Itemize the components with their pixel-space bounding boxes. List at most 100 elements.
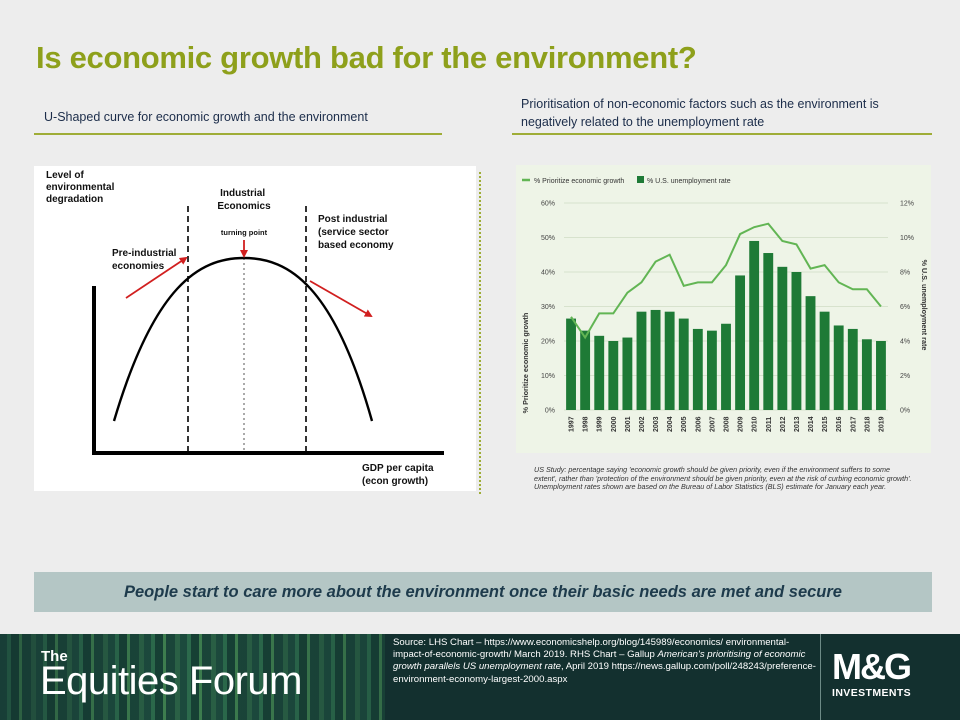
turning-point-label: turning point [221,228,268,237]
logo-mark: M&G [832,646,912,687]
x-axis-label: GDP per capita (econ growth) [362,463,436,487]
unemployment-bar [791,272,802,410]
unemployment-bar [876,341,886,410]
y-axis-title: % Prioritize economic growth [521,313,530,414]
logo-subtitle: INVESTMENTS [832,687,912,699]
unemployment-bar [678,318,689,410]
unemployment-bar [721,323,731,410]
mg-logo: M&G INVESTMENTS [832,646,947,700]
unemployment-bar [622,337,633,410]
environmental-curve [112,256,374,422]
y-tick-label: 20% [541,339,555,346]
x-tick-label: 2017 [850,416,857,432]
x-tick-label: 2008 [724,416,731,432]
y2-tick-label: 12% [900,201,914,208]
unemployment-bar [608,341,619,410]
x-tick-label: 2004 [667,416,674,432]
source-article-title: American's prioritising of economic grow… [393,649,806,673]
pre-industrial-label: Pre-industrial economies [112,248,179,272]
x-tick-label: 2001 [625,416,632,432]
y-tick-label: 30% [541,304,555,311]
footer-divider [820,634,821,720]
x-tick-label: 2018 [864,416,871,432]
right-subtitle: Prioritisation of non-economic factors s… [521,97,879,129]
y2-tick-label: 8% [900,270,910,277]
prioritize-growth-line [570,222,882,340]
unemployment-bar [706,330,717,410]
x-tick-label: 2014 [808,416,815,432]
y2-tick-label: 6% [900,304,910,311]
unemployment-bar [735,275,746,410]
panel-divider [479,172,481,494]
source-text-1: Source: LHS Chart – https://www.economic… [393,637,790,661]
u-curve-panel: Level of environmental degradation Indus… [34,166,476,491]
unemployment-bar [833,325,844,410]
x-tick-label: 2015 [822,416,829,432]
y2-tick-label: 4% [900,339,910,346]
y2-tick-label: 2% [900,373,910,380]
unemployment-bar [692,328,703,410]
x-tick-label: 2013 [794,416,801,432]
unemployment-bar [777,266,788,410]
x-tick-label: 2012 [780,416,787,432]
brand-name: Equities Forum [40,659,302,703]
y2-tick-label: 0% [900,408,910,415]
unemployment-bar [580,330,591,410]
y-axis-label: Level of environmental degradation [46,170,117,205]
unemployment-bar [847,328,858,410]
unemployment-bar [566,318,576,410]
unemployment-bar [805,296,816,410]
brand-the: The [41,648,68,665]
page-title: Is economic growth bad for the environme… [36,40,697,75]
unemployment-bar [664,311,675,410]
industrial-label: Industrial Economics [217,188,271,212]
source-citation: Source: LHS Chart – https://www.economic… [393,637,818,686]
x-tick-label: 1998 [583,416,590,432]
source-text-2: , April 2019 https://news.gallup.com/pol… [393,661,816,685]
footer-stripes [0,634,385,720]
post-industrial-label: Post industrial (service sector based ec… [318,214,394,251]
x-tick-label: 2019 [878,416,885,432]
gallup-chart-panel: % Prioritize economic growth % U.S. unem… [516,165,931,453]
x-tick-label: 2000 [611,416,618,432]
x-tick-label: 2011 [766,417,773,432]
y-tick-label: 60% [541,201,555,208]
footer-bar [0,634,960,720]
unemployment-bar [763,253,774,410]
conclusion-banner: People start to care more about the envi… [34,572,932,612]
legend-label-bar: % U.S. unemployment rate [647,178,731,185]
unemployment-bar [650,309,661,410]
x-tick-label: 1997 [569,416,576,432]
legend-label-line: % Prioritize economic growth [534,178,624,185]
legend-swatch-bar [637,176,644,183]
chart-footnote: US Study: percentage saying 'economic gr… [534,465,912,492]
unemployment-bar [636,311,647,410]
y-tick-label: 50% [541,235,555,242]
x-tick-label: 2005 [681,416,688,432]
x-tick-label: 2007 [709,416,716,432]
unemployment-bar [594,335,605,410]
y2-tick-label: 10% [900,235,914,242]
gallup-chart: % Prioritize economic growth % U.S. unem… [521,176,929,432]
x-tick-label: 2003 [653,416,660,432]
left-subtitle: U-Shaped curve for economic growth and t… [44,110,368,124]
unemployment-bar [819,311,830,410]
left-subtitle-rule [34,133,442,135]
right-subtitle-rule [512,133,932,135]
u-curve-diagram: Level of environmental degradation Indus… [46,170,444,487]
y-tick-label: 0% [545,408,555,415]
x-tick-label: 2009 [738,416,745,432]
x-tick-label: 2002 [639,416,646,432]
x-tick-label: 2016 [836,416,843,432]
x-tick-label: 2006 [695,416,702,432]
unemployment-bar [749,240,760,410]
pre-industrial-arrow [125,256,188,299]
x-tick-label: 2010 [752,416,759,432]
y2-axis-title: % U.S. unemployment rate [920,260,929,351]
y-tick-label: 10% [541,373,555,380]
unemployment-bar [861,339,872,410]
x-tick-label: 1999 [597,416,604,432]
conclusion-text: People start to care more about the envi… [124,582,842,601]
y-tick-label: 40% [541,270,555,277]
post-industrial-arrow [309,280,373,317]
